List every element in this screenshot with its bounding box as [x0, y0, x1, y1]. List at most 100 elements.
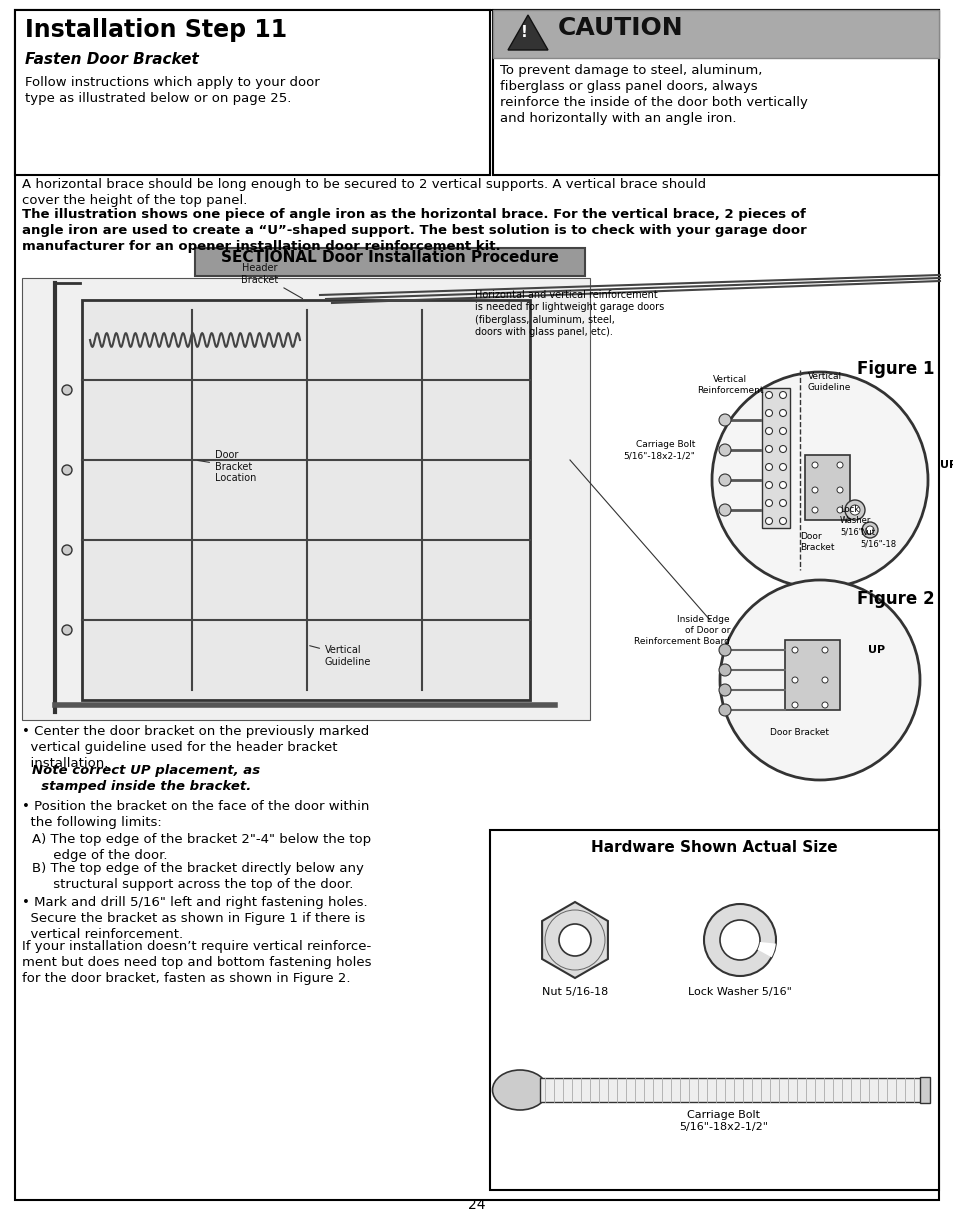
Circle shape	[764, 481, 772, 488]
Text: Note correct UP placement, as
  stamped inside the bracket.: Note correct UP placement, as stamped in…	[32, 764, 260, 793]
Circle shape	[791, 648, 797, 652]
Circle shape	[703, 904, 775, 976]
Circle shape	[558, 923, 590, 956]
Polygon shape	[757, 942, 775, 957]
Text: Follow instructions which apply to your door
type as illustrated below or on pag: Follow instructions which apply to your …	[25, 77, 319, 104]
Text: Carriage Bolt
5/16"-18x2-1/2": Carriage Bolt 5/16"-18x2-1/2"	[679, 1111, 768, 1132]
Circle shape	[811, 462, 817, 468]
Circle shape	[811, 507, 817, 513]
Circle shape	[779, 463, 785, 470]
Text: CAUTION: CAUTION	[558, 16, 683, 40]
Circle shape	[719, 703, 730, 716]
Text: Inside Edge
of Door or
Reinforcement Board: Inside Edge of Door or Reinforcement Boa…	[634, 615, 729, 646]
Bar	[490, 830, 938, 1189]
Circle shape	[779, 409, 785, 417]
Circle shape	[821, 648, 827, 652]
Text: To prevent damage to steel, aluminum,
fiberglass or glass panel doors, always
re: To prevent damage to steel, aluminum, fi…	[499, 64, 807, 125]
Circle shape	[720, 920, 760, 960]
Text: Figure 2: Figure 2	[857, 590, 934, 608]
Bar	[761, 388, 789, 529]
Text: Figure 1: Figure 1	[857, 360, 934, 378]
Circle shape	[764, 499, 772, 507]
Polygon shape	[541, 902, 607, 978]
Text: Fasten Door Bracket: Fasten Door Bracket	[25, 52, 198, 67]
Text: • Position the bracket on the face of the door within
  the following limits:: • Position the bracket on the face of th…	[22, 799, 369, 829]
Text: • Mark and drill 5/16" left and right fastening holes.
  Secure the bracket as s: • Mark and drill 5/16" left and right fa…	[22, 895, 367, 940]
Circle shape	[862, 522, 877, 538]
Text: Lock Washer 5/16": Lock Washer 5/16"	[687, 987, 791, 998]
Circle shape	[791, 677, 797, 683]
Circle shape	[779, 518, 785, 525]
Circle shape	[836, 462, 842, 468]
Bar	[22, 278, 589, 720]
Text: Header
Bracket: Header Bracket	[241, 264, 302, 299]
Text: A) The top edge of the bracket 2"-4" below the top
     edge of the door.: A) The top edge of the bracket 2"-4" bel…	[32, 833, 371, 861]
Text: A horizontal brace should be long enough to be secured to 2 vertical supports. A: A horizontal brace should be long enough…	[22, 179, 705, 207]
Text: Vertical
Guideline: Vertical Guideline	[310, 645, 371, 667]
Bar	[194, 248, 584, 276]
Text: Door Bracket: Door Bracket	[770, 728, 828, 738]
Circle shape	[779, 428, 785, 435]
Circle shape	[719, 684, 730, 696]
Bar	[493, 10, 938, 175]
Bar	[784, 640, 840, 710]
Circle shape	[865, 526, 873, 535]
Text: Door
Bracket: Door Bracket	[800, 532, 834, 552]
Bar	[919, 1076, 929, 1103]
Circle shape	[764, 518, 772, 525]
Circle shape	[719, 443, 730, 456]
Text: SECTIONAL Door Installation Procedure: SECTIONAL Door Installation Procedure	[221, 250, 558, 265]
Bar	[15, 10, 490, 175]
Circle shape	[779, 446, 785, 452]
Circle shape	[764, 409, 772, 417]
Text: Lock
Washer
5/16": Lock Washer 5/16"	[840, 505, 870, 536]
Text: UP: UP	[867, 645, 884, 655]
Circle shape	[836, 487, 842, 493]
Text: Nut 5/16-18: Nut 5/16-18	[541, 987, 607, 998]
Polygon shape	[507, 15, 547, 50]
Text: !: !	[520, 26, 527, 40]
Text: 24: 24	[468, 1198, 485, 1213]
Circle shape	[764, 391, 772, 399]
Circle shape	[62, 385, 71, 395]
Circle shape	[779, 499, 785, 507]
Circle shape	[844, 501, 864, 520]
Text: • Center the door bracket on the previously marked
  vertical guideline used for: • Center the door bracket on the previou…	[22, 725, 369, 770]
Circle shape	[791, 702, 797, 708]
Text: UP: UP	[939, 460, 953, 470]
Circle shape	[764, 463, 772, 470]
Circle shape	[720, 580, 919, 780]
Text: Vertical
Guideline: Vertical Guideline	[807, 372, 850, 392]
Circle shape	[719, 414, 730, 426]
Circle shape	[719, 474, 730, 486]
Circle shape	[711, 372, 927, 588]
Circle shape	[764, 428, 772, 435]
Text: If your installation doesn’t require vertical reinforce-
ment but does need top : If your installation doesn’t require ver…	[22, 940, 371, 985]
Circle shape	[811, 487, 817, 493]
Bar	[804, 454, 849, 520]
Bar	[493, 10, 938, 58]
Text: Horizontal and vertical reinforcement
is needed for lightweight garage doors
(fi: Horizontal and vertical reinforcement is…	[475, 290, 663, 338]
Circle shape	[62, 625, 71, 635]
Circle shape	[62, 546, 71, 555]
Circle shape	[62, 465, 71, 475]
Text: Door
Bracket
Location: Door Bracket Location	[197, 450, 256, 484]
Text: Hardware Shown Actual Size: Hardware Shown Actual Size	[590, 840, 837, 855]
Circle shape	[836, 507, 842, 513]
Text: Installation Step 11: Installation Step 11	[25, 18, 287, 43]
Text: The illustration shows one piece of angle iron as the horizontal brace. For the : The illustration shows one piece of angl…	[22, 208, 806, 253]
Ellipse shape	[492, 1070, 547, 1111]
Circle shape	[764, 446, 772, 452]
Text: Carriage Bolt
5/16"-18x2-1/2": Carriage Bolt 5/16"-18x2-1/2"	[622, 440, 695, 460]
Circle shape	[821, 702, 827, 708]
Text: Vertical
Reinforcement: Vertical Reinforcement	[696, 375, 762, 395]
Circle shape	[779, 481, 785, 488]
Circle shape	[779, 391, 785, 399]
Bar	[539, 1078, 927, 1102]
Circle shape	[719, 644, 730, 656]
Circle shape	[849, 505, 859, 515]
Bar	[82, 300, 530, 700]
Text: B) The top edge of the bracket directly below any
     structural support across: B) The top edge of the bracket directly …	[32, 861, 363, 891]
Circle shape	[719, 504, 730, 516]
Circle shape	[821, 677, 827, 683]
